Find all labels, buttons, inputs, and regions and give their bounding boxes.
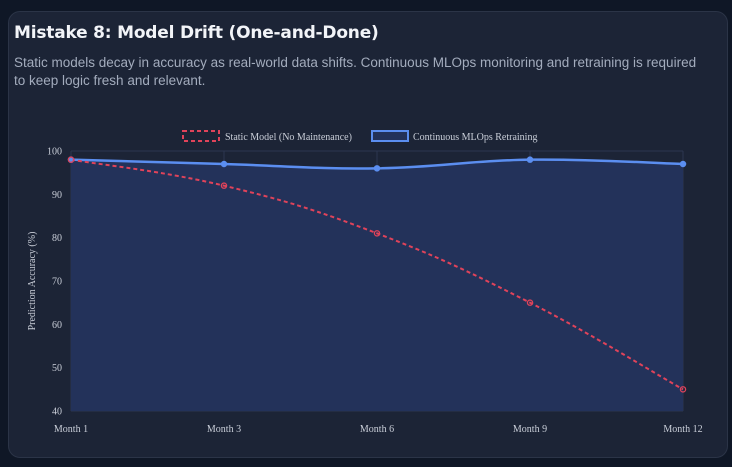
data-point[interactable] [220, 160, 228, 168]
data-point[interactable] [679, 160, 687, 168]
y-tick-label: 90 [52, 190, 62, 201]
legend: Static Model (No Maintenance) Continuous … [182, 130, 537, 143]
data-point[interactable] [526, 156, 534, 163]
legend-swatch[interactable] [371, 130, 409, 142]
data-point[interactable] [220, 182, 228, 189]
y-tick-label: 70 [52, 277, 62, 288]
legend-swatch[interactable] [182, 130, 220, 142]
y-axis-title: Prediction Accuracy (%) [27, 232, 38, 331]
x-tick-labels: Month 1 Month 3 Month 6 Month 9 Month 12 [54, 424, 703, 435]
legend-label[interactable]: Static Model (No Maintenance) [225, 132, 352, 143]
x-tick-label: Month 6 [360, 424, 394, 435]
data-point[interactable] [373, 230, 381, 237]
data-point[interactable] [67, 156, 75, 163]
y-tick-label: 50 [52, 363, 62, 374]
y-tick-label: 40 [52, 407, 62, 418]
y-tick-label: 80 [52, 233, 62, 244]
page-title: Mistake 8: Model Drift (One-and-Done) [14, 23, 379, 43]
series-area-fill [71, 159, 683, 411]
y-tick-label: 100 [47, 147, 62, 158]
x-tick-label: Month 1 [54, 424, 88, 435]
data-point[interactable] [679, 386, 687, 393]
y-tick-labels: 40 50 60 70 80 90 100 [47, 147, 62, 418]
x-tick-label: Month 12 [663, 424, 702, 435]
legend-label[interactable]: Continuous MLOps Retraining [413, 132, 537, 143]
data-point[interactable] [373, 165, 381, 172]
series-line [70, 158, 684, 391]
data-point[interactable] [526, 299, 534, 306]
x-tick-label: Month 9 [513, 424, 547, 435]
data-points [67, 156, 687, 393]
area-fills [71, 159, 683, 411]
y-tick-label: 60 [52, 320, 62, 331]
x-tick-label: Month 3 [207, 424, 241, 435]
page-subtitle: Static models decay in accuracy as real-… [14, 55, 697, 88]
